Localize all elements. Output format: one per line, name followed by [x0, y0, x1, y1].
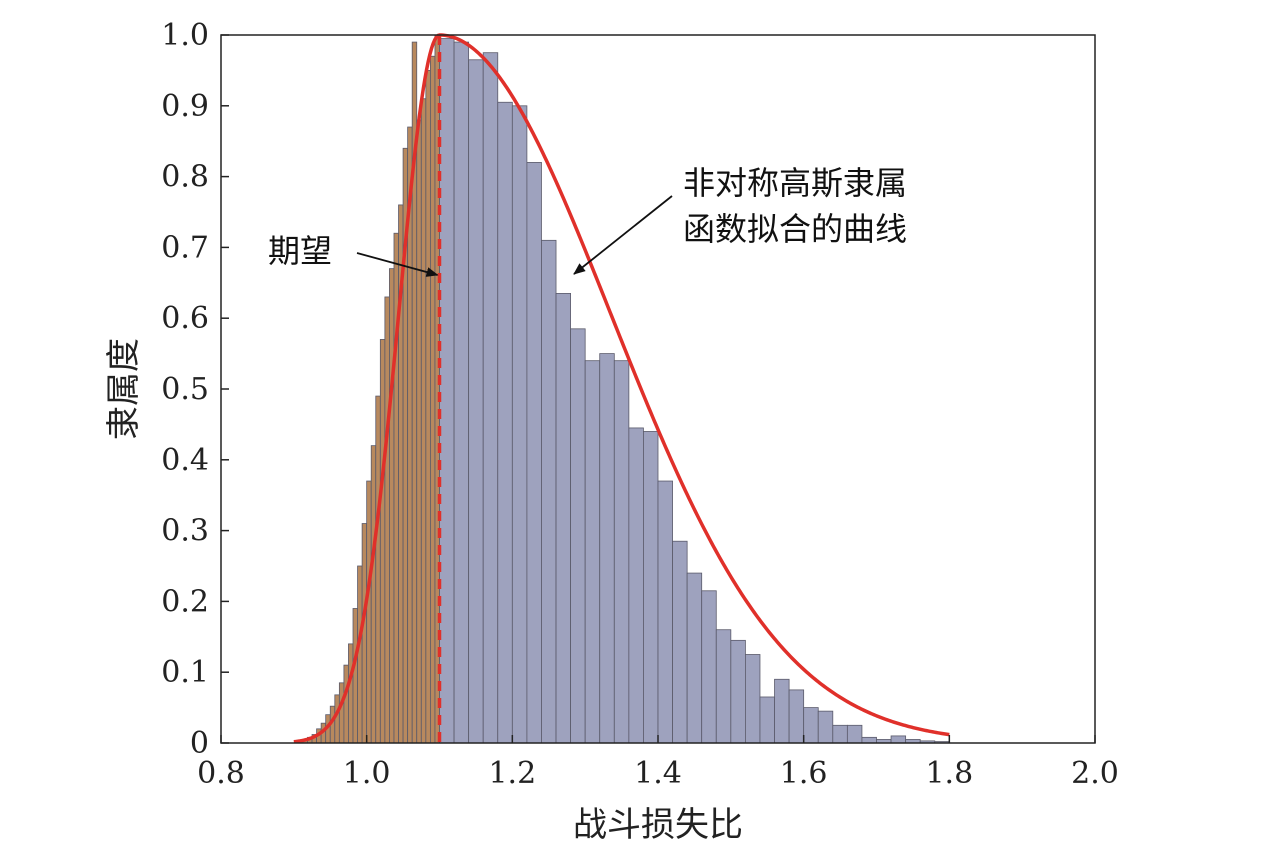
right-histogram-bar — [817, 710, 834, 744]
right-histogram-bar — [570, 328, 586, 744]
left-histogram-bar — [357, 565, 363, 744]
expectation-annotation: 期望 — [268, 232, 332, 270]
left-histogram-bar — [370, 445, 377, 744]
y-axis-title: 隶属度 — [104, 338, 144, 440]
right-histogram-bar — [657, 480, 673, 744]
left-histogram-bar — [366, 480, 372, 744]
y-axis-ticks: 0 0.1 0.2 0.3 0.4 0.5 0.6 0.7 0.8 0.9 1.0 — [161, 18, 229, 761]
right-histogram-bar — [730, 639, 746, 744]
right-histogram-bar — [599, 353, 615, 744]
right-histogram-bar — [482, 52, 499, 744]
y-tick-label: 0.5 — [161, 372, 209, 407]
expectation-arrow — [356, 252, 439, 277]
left-histogram-bar — [384, 296, 390, 744]
left-histogram-bar — [379, 339, 386, 744]
x-tick-label: 1.0 — [343, 756, 391, 791]
right-histogram-bar — [803, 707, 819, 744]
right-histogram-bar — [526, 162, 542, 744]
left-histogram-bar — [352, 608, 358, 744]
right-histogram-bar — [686, 572, 703, 744]
x-axis-ticks: 0.8 1.0 1.2 1.4 1.6 1.8 2.0 — [197, 735, 1119, 791]
right-histogram-bar — [643, 431, 659, 744]
left-histogram-bar — [425, 70, 431, 744]
right-histogram-bar — [453, 41, 470, 744]
curve-annotation-line-1: 非对称高斯隶属 — [683, 164, 907, 202]
left-histogram-bar — [389, 268, 395, 744]
right-histogram-bar — [759, 696, 775, 744]
y-tick-label: 0.2 — [161, 584, 209, 619]
x-tick-label: 0.8 — [197, 756, 245, 791]
x-tick-label: 1.2 — [488, 756, 536, 791]
left-histogram-bar — [348, 643, 354, 744]
left-bars-group — [297, 34, 440, 744]
right-histogram-bar — [439, 38, 455, 744]
left-histogram-bar — [338, 682, 345, 744]
right-histogram-bar — [511, 105, 528, 744]
y-tick-label: 0.9 — [161, 89, 209, 124]
y-tick-label: 0.1 — [161, 655, 209, 690]
right-histogram-bar — [584, 360, 601, 744]
right-histogram-bar — [468, 59, 484, 744]
right-histogram-bar — [555, 293, 571, 744]
right-histogram-bar — [774, 678, 790, 744]
left-histogram-bar — [375, 395, 381, 744]
left-histogram-bar — [429, 55, 436, 744]
fitted-curve-line — [293, 33, 950, 744]
right-histogram-bar — [715, 629, 732, 744]
right-histogram-bar — [890, 735, 907, 744]
right-histogram-bar — [846, 724, 863, 744]
y-tick-label: 0 — [190, 726, 209, 761]
right-histogram-bar — [832, 724, 848, 744]
right-histogram-bar — [613, 360, 630, 744]
x-tick-label: 1.4 — [634, 756, 682, 791]
curve-annotation-line-2: 函数拟合的曲线 — [683, 210, 907, 248]
curve-arrow — [573, 195, 673, 275]
left-histogram-bar — [343, 664, 349, 744]
y-tick-label: 0.4 — [161, 443, 209, 478]
x-tick-label: 2.0 — [1071, 756, 1119, 791]
x-axis-title: 战斗损失比 — [573, 805, 743, 845]
right-histogram-bar — [701, 590, 717, 744]
left-histogram-bar — [416, 119, 422, 744]
right-bars-group — [439, 38, 950, 744]
x-tick-label: 1.8 — [925, 756, 973, 791]
x-tick-label: 1.6 — [780, 756, 828, 791]
right-histogram-bar — [541, 239, 557, 744]
right-histogram-bar — [497, 101, 513, 744]
right-histogram-bar — [861, 736, 877, 744]
y-tick-label: 1.0 — [161, 18, 209, 53]
y-tick-label: 0.7 — [161, 230, 209, 265]
left-histogram-bar — [361, 523, 368, 744]
right-histogram-bar — [672, 540, 688, 744]
y-tick-label: 0.6 — [161, 301, 209, 336]
right-histogram-bar — [745, 654, 761, 744]
right-histogram-bar — [788, 689, 805, 744]
y-tick-label: 0.8 — [161, 160, 209, 195]
left-histogram-bar — [420, 98, 427, 744]
right-histogram-bar — [628, 427, 644, 744]
y-tick-label: 0.3 — [161, 514, 209, 549]
